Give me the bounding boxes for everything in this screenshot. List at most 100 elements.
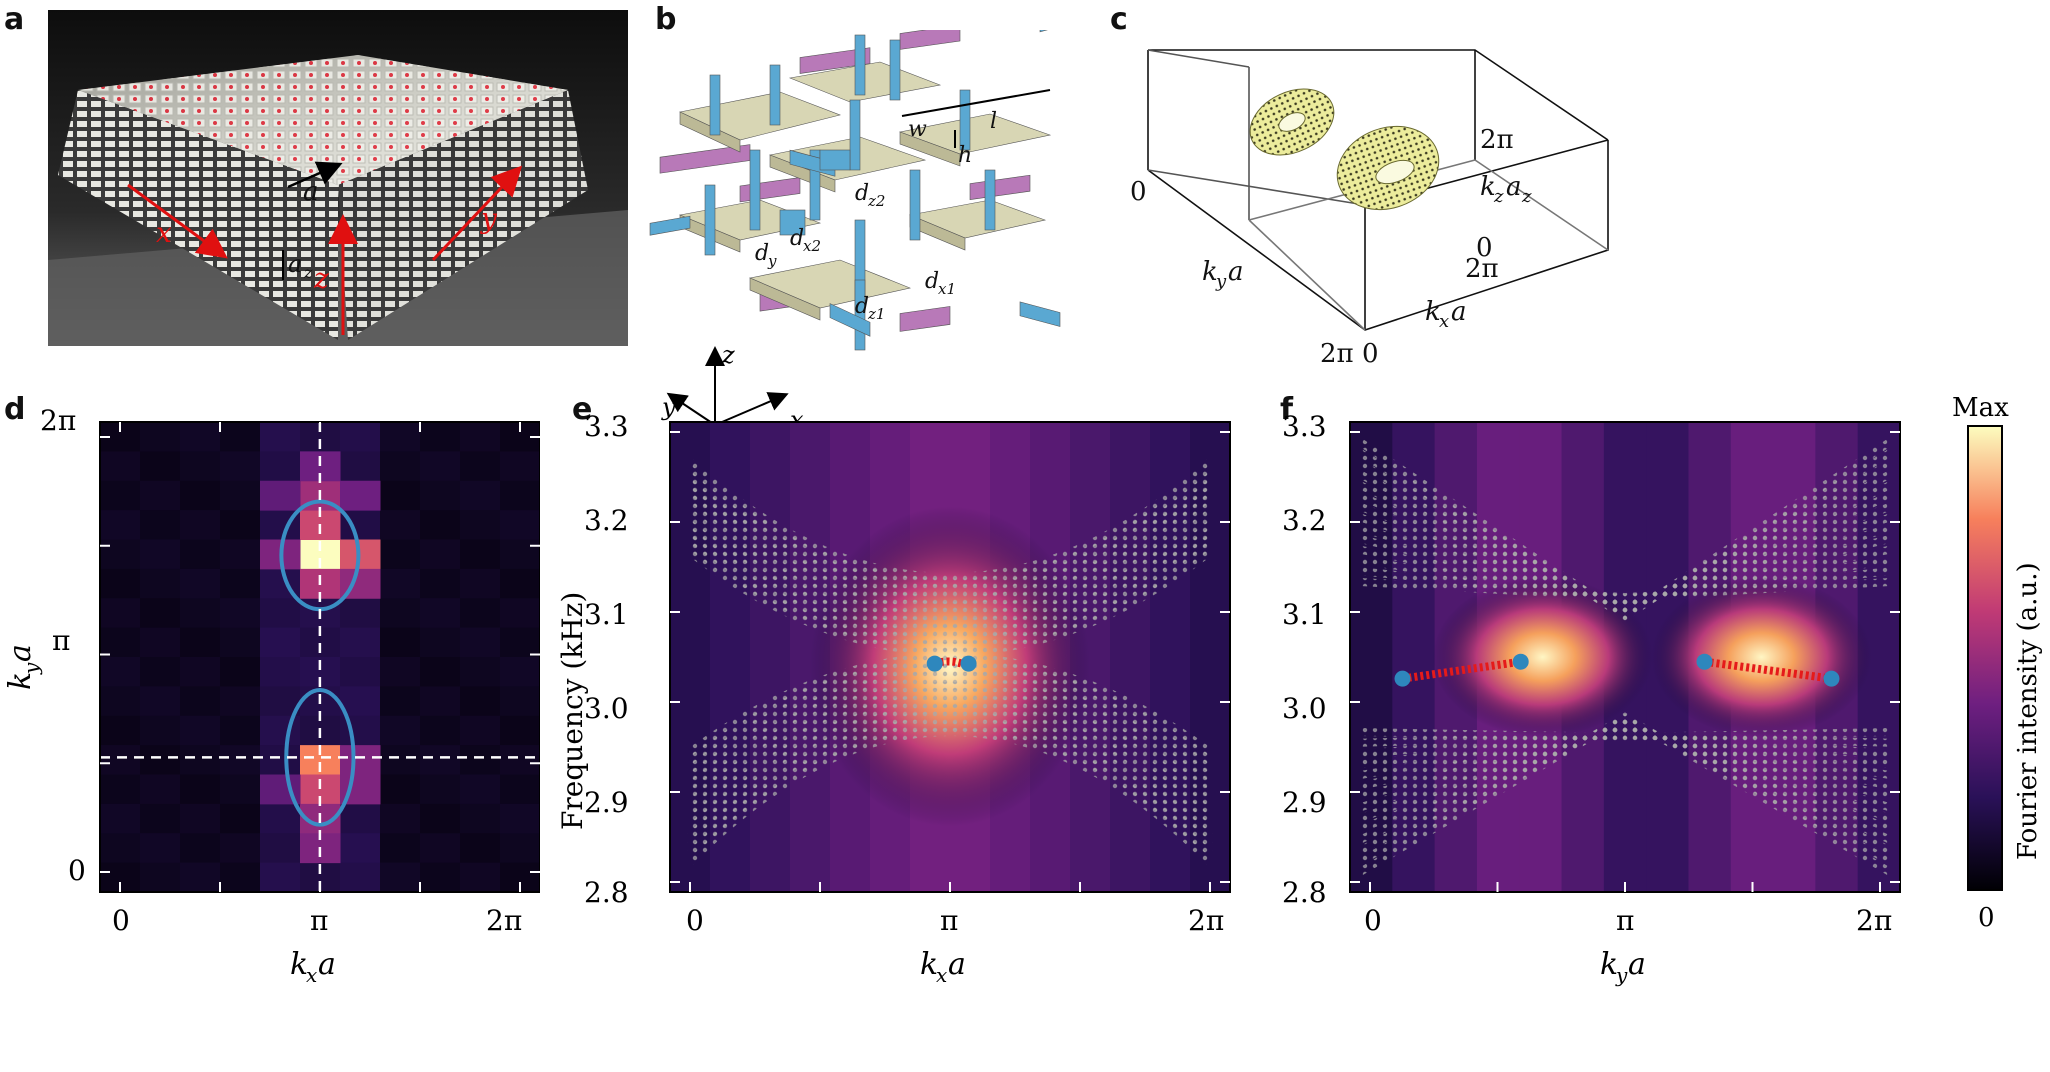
ylabel-d: k (3, 672, 38, 690)
axis-c-ky: k (1202, 257, 1218, 287)
heat-cell (460, 451, 501, 482)
heat-cell (500, 480, 540, 511)
heat-cell (140, 833, 181, 864)
heat-cell (220, 568, 261, 599)
heat-cell (180, 598, 221, 629)
axis-z-b: z (721, 341, 735, 369)
heat-cell (260, 451, 301, 482)
heat-cell (220, 745, 261, 775)
band-line (687, 465, 1213, 587)
heat-cell (140, 774, 181, 805)
heat-cell (220, 803, 261, 834)
az-sub: z (303, 263, 313, 282)
heat-cell (460, 862, 501, 893)
dim-w: w (908, 117, 927, 142)
heat-cell (460, 598, 501, 629)
heat-cell (420, 598, 461, 629)
heat-cell (180, 803, 221, 834)
dim-l: l (990, 109, 997, 134)
band-line (687, 548, 1213, 656)
heat-cell (100, 510, 141, 540)
heat-cell (460, 422, 501, 452)
heat-cell (140, 422, 181, 452)
heat-cell (340, 598, 381, 629)
dim-dz1-sub: z1 (867, 305, 885, 323)
heat-cell (380, 510, 421, 540)
heat-cell (140, 480, 181, 511)
heat-cell (340, 627, 381, 658)
band-line (687, 541, 1213, 651)
xtick-e-pi: π (940, 904, 958, 937)
heat-cell (140, 598, 181, 629)
heat-cell (420, 627, 461, 658)
fermi-arc (1401, 657, 1522, 683)
band-line (687, 682, 1213, 798)
heat-cell (380, 422, 421, 452)
heat-cell (180, 422, 221, 452)
heat-cell (460, 745, 501, 775)
heat-cell (220, 598, 261, 629)
xtick-f-2pi: 2π (1856, 904, 1892, 937)
heat-cell (180, 510, 221, 540)
ytick-e-2.8: 2.8 (584, 876, 629, 909)
heat-cell (500, 568, 540, 599)
heat-cell (220, 480, 261, 511)
heat-cell (460, 568, 501, 599)
axis-c-kz-sub2: z (1521, 186, 1532, 207)
heat-cell (220, 510, 261, 540)
axis-c-ky-sub: y (1215, 271, 1227, 292)
dim-dz2: d (855, 181, 869, 206)
heat-cell (420, 745, 461, 775)
hot-spot (1651, 577, 1872, 737)
heat-cell (420, 774, 461, 805)
weyl-point (1394, 670, 1411, 687)
xtick-d-pi: π (310, 904, 328, 937)
heat-cell (140, 627, 181, 658)
heat-cell (380, 657, 421, 687)
band-line (687, 514, 1213, 627)
heat-cell (340, 422, 381, 452)
band-line (687, 472, 1213, 593)
xlabel-f-a: a (1628, 947, 1646, 982)
band-line (687, 459, 1213, 581)
band-line (687, 535, 1213, 645)
heat-cell (340, 803, 381, 834)
heat-cell (460, 686, 501, 717)
xlabel-e: k (920, 947, 938, 982)
dim-dx2-sub: x2 (803, 237, 821, 255)
band-line (687, 528, 1213, 639)
heat-cell (460, 657, 501, 687)
heat-cell (100, 686, 141, 717)
axis-c-kx-sub: x (1439, 311, 1449, 332)
xlabel-f: k (1600, 947, 1618, 982)
heat-cell (140, 568, 181, 599)
xtick-d-2pi: 2π (486, 904, 522, 937)
band-line (687, 693, 1213, 815)
band-line (687, 486, 1213, 605)
dim-dz2-sub: z2 (867, 192, 885, 210)
heat-cell (140, 451, 181, 482)
heat-cell (140, 539, 181, 570)
heat-cell (180, 745, 221, 775)
heat-cell (460, 480, 501, 511)
heat-cell (140, 657, 181, 687)
band-line (687, 493, 1213, 610)
heat-cell (500, 745, 540, 775)
band-line (687, 687, 1213, 806)
heat-cell (220, 686, 261, 717)
heat-cell (220, 833, 261, 864)
ytick-e-3.2: 3.2 (584, 504, 629, 537)
heat-cell (140, 686, 181, 717)
heat-cell (500, 598, 540, 629)
heat-cell (420, 539, 461, 570)
unit-cell-schematic: w l h d z2 d x2 d y d z1 d x1 z y x (649, 30, 1086, 430)
axis-c-kz-sub: z (1493, 186, 1504, 207)
ylabel-d-a: a (3, 644, 38, 662)
chart-f: 3.3 3.2 3.1 3.0 2.9 2.8 0 π 2π k y a (1282, 410, 1901, 987)
heat-cell (420, 715, 461, 746)
heat-cell (340, 833, 381, 864)
heat-cell (180, 715, 221, 746)
heat-cell (380, 598, 421, 629)
sample-photo: a a z x y z (48, 10, 628, 346)
heat-cell (380, 833, 421, 864)
